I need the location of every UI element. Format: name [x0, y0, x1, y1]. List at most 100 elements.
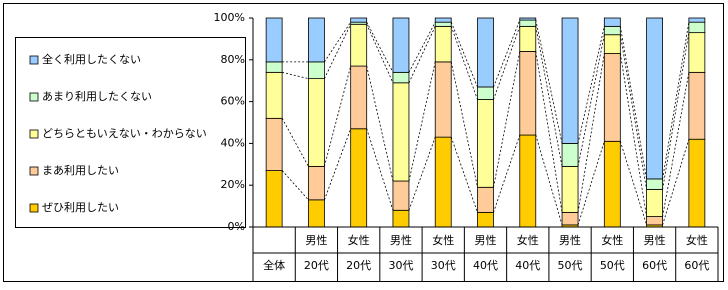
x-tick-label: 男性 [644, 233, 666, 247]
bar-segment [646, 17, 663, 180]
bar-segment [688, 17, 706, 23]
x-tick-label: 30代 [388, 259, 413, 272]
bar-segment [434, 61, 452, 138]
bar-segment [434, 17, 452, 23]
bar-segment [519, 51, 537, 136]
series-line [408, 136, 436, 211]
bar-segment [603, 53, 621, 142]
series-line [450, 136, 478, 213]
bar-segment [561, 165, 579, 213]
x-tick-label: 20代 [304, 259, 329, 272]
bar-segment [688, 32, 706, 73]
bar-segment [308, 165, 325, 201]
legend-label: 全く利用したくない [42, 52, 141, 66]
legend-label: あまり利用したくない [42, 90, 152, 103]
bar-segment [308, 78, 325, 167]
y-tick-label: 0% [228, 220, 245, 233]
bar-segment [392, 71, 410, 84]
bar-segment [646, 216, 663, 226]
bar-segment [477, 17, 494, 88]
bar-segment [477, 211, 494, 228]
x-tick-label: 男性 [559, 233, 581, 247]
legend-label: どちらともいえない・わからない [42, 127, 207, 140]
x-tick-label: 女性 [348, 233, 370, 247]
bar-segment [265, 61, 283, 73]
series-line [408, 61, 436, 182]
bar-segment [519, 17, 537, 21]
bar-segment [603, 34, 621, 54]
bar-segment [477, 186, 494, 213]
bar-segment [350, 128, 368, 228]
bar-segment [392, 82, 410, 182]
bar-segment [434, 136, 452, 228]
legend-swatch [29, 129, 39, 139]
bar-segment [561, 211, 579, 226]
bar-segment [265, 17, 283, 63]
x-tick-label: 女性 [432, 233, 454, 247]
series-line [282, 71, 309, 79]
bar-segment [646, 178, 663, 190]
legend-label: ぜひ利用したい [42, 201, 119, 214]
legend-swatch [29, 92, 39, 102]
x-tick-label: 男性 [390, 233, 412, 247]
bar-segment [477, 86, 494, 100]
x-tick-label: 男性 [305, 233, 327, 247]
series-line [619, 53, 647, 217]
legend-label: まあ利用したい [42, 164, 119, 177]
bar-segment [688, 138, 706, 228]
bar-segment [265, 117, 283, 171]
bar-segment [308, 199, 325, 228]
bar-segment [308, 61, 325, 80]
series-line [535, 51, 563, 213]
x-tick-label: 60代 [642, 259, 667, 272]
series-line [408, 21, 436, 73]
series-line [493, 134, 521, 213]
bar-segment [350, 17, 368, 23]
y-tick-label: 80% [221, 53, 245, 66]
series-line [619, 26, 647, 179]
bar-segment [265, 170, 283, 228]
x-tick-label: 50代 [600, 259, 625, 272]
legend-swatch [29, 55, 39, 65]
x-tick-label: 女性 [517, 233, 539, 247]
series-line [535, 20, 563, 144]
bar-segment [603, 25, 621, 36]
x-tick-label: 40代 [473, 259, 498, 272]
bar-segment [561, 17, 579, 144]
legend-swatch [29, 166, 39, 176]
bar-segment [477, 99, 494, 188]
series-line [619, 141, 647, 226]
x-tick-label: 全体 [263, 258, 285, 272]
bar-segment [350, 23, 368, 67]
series-line [493, 26, 521, 100]
bar-segment [392, 180, 410, 211]
bar-segment [519, 134, 537, 228]
bar-segment [519, 19, 537, 27]
bar-segment [392, 209, 410, 228]
bar-segment [603, 17, 621, 27]
series-line [281, 170, 309, 201]
series-line [281, 118, 309, 167]
bar-segment [434, 25, 452, 63]
bar-segment [519, 25, 537, 52]
series-line [493, 51, 521, 188]
series-line [577, 141, 605, 226]
bar-segment [688, 21, 706, 34]
series-line [662, 139, 690, 226]
bar-segment [392, 17, 410, 73]
series-line [366, 21, 394, 73]
series-line [324, 65, 352, 167]
series-line [662, 22, 690, 179]
series-line [324, 128, 352, 200]
bar-segment [646, 188, 663, 217]
bar-segment [350, 65, 368, 130]
bar-segment [603, 140, 621, 228]
bar-segment [434, 21, 452, 27]
x-tick-label: 60代 [684, 259, 709, 272]
series-line [662, 72, 690, 217]
y-tick-label: 60% [221, 95, 245, 108]
series-line [366, 24, 394, 83]
bar-segment [688, 71, 706, 140]
x-tick-label: 30代 [431, 259, 456, 272]
series-line [662, 32, 690, 190]
